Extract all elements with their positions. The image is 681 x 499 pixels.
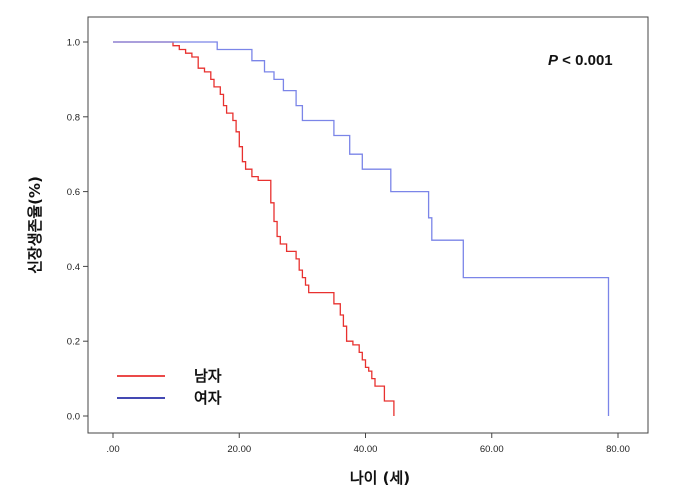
x-tick-label: 20.00 [227,444,251,455]
y-tick-label: 1.0 [67,38,80,49]
p-value-rest: < 0.001 [558,52,613,69]
x-tick-label: 80.00 [606,444,630,455]
legend-label: 남자 [194,367,222,385]
x-axis-ticks: .00 20.00 40.00 60.00 80.00 [106,433,630,455]
y-tick-label: 0.8 [67,112,80,123]
y-tick-label: 0.0 [67,412,80,423]
y-axis-ticks: 0.0 0.2 0.4 0.6 0.8 1.0 [67,38,88,423]
x-tick-label: 40.00 [354,444,378,455]
chart-axes [87,16,649,434]
y-axis-title: 신장생존율(%) [26,176,44,274]
x-axis-title: 나이 (세) [350,469,410,487]
chart-series [113,41,610,416]
legend-label: 여자 [194,389,222,407]
y-tick-label: 0.6 [67,187,80,198]
plot-frame [87,16,649,434]
p-value-italic: P [548,52,559,69]
x-tick-label: 60.00 [480,444,504,455]
y-tick-label: 0.4 [67,262,80,273]
survival-curve-male [113,41,395,416]
p-value-annotation: P < 0.001 [548,52,613,69]
survival-curve-female [113,41,610,416]
x-tick-label: .00 [106,444,119,455]
y-tick-label: 0.2 [67,337,80,348]
